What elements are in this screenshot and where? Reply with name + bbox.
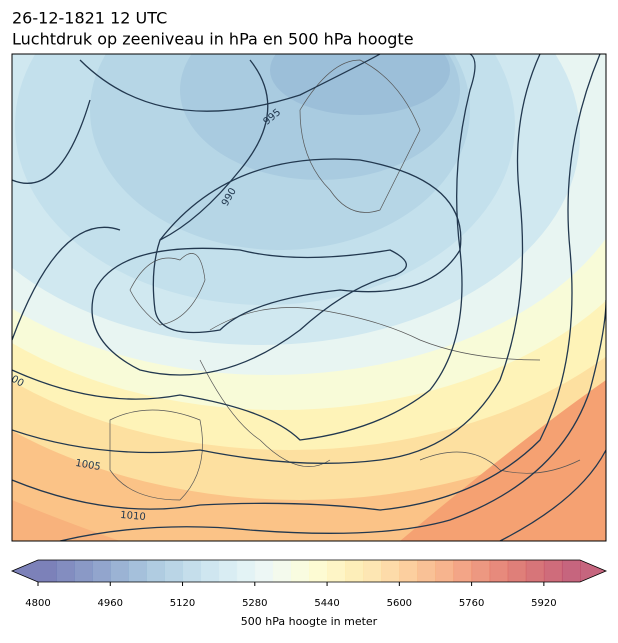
colorbar-segment [309,560,328,582]
title-date: 26-12-1821 12 UTC [12,9,167,28]
contour-label: 1005 [74,458,101,473]
colorbar-label: 500 hPa hoogte in meter [241,615,378,628]
colorbar-segment [561,560,581,582]
colorbar-segment [146,560,165,582]
colorbar-tick-label: 5600 [387,598,412,609]
colorbar-segment [453,560,473,582]
colorbar-tick-label: 4960 [98,598,123,609]
colorbar-segment [381,560,400,582]
colorbar-segment [489,560,509,582]
colorbar-segment [327,560,346,582]
contour-label: 1010 [120,510,146,523]
colorbar-segment [272,560,292,582]
colorbar-segment [74,560,93,582]
colorbar-tick-label: 4800 [25,598,50,609]
title: Luchtdruk op zeeniveau in hPa en 500 hPa… [12,30,414,49]
colorbar-segment [92,560,111,582]
colorbar-tick-label: 5760 [459,598,484,609]
colorbar-tick-label: 5120 [170,598,195,609]
colorbar-segment [182,560,202,582]
colorbar-extend-high [580,560,606,582]
colorbar-segment [218,560,238,582]
colorbar-segment [200,560,220,582]
colorbar-tick-label: 5440 [314,598,339,609]
colorbar-segment [507,560,527,582]
colorbar-segment [525,560,545,582]
colorbar-segment [417,560,436,582]
colorbar-segment [56,560,75,582]
colorbar-segment [435,560,455,582]
map: 995 990 1000 1005 1010 [12,54,606,541]
colorbar-extend-low [12,560,38,582]
colorbar-segment [363,560,382,582]
colorbar-segment [110,560,129,582]
colorbar-segment [254,560,274,582]
colorbar-segment [399,560,418,582]
colorbar-segment [543,560,563,582]
map-frame [11,53,607,542]
colorbar-segment [38,560,57,582]
colorbar: 4800 4960 5120 5280 5440 5600 5760 5920 [10,559,608,609]
colorbar-segment [236,560,256,582]
colorbar-segment [128,560,147,582]
colorbar-segment [345,560,364,582]
colorbar-tick-label: 5280 [242,598,267,609]
colorbar-segment [164,560,184,582]
colorbar-segment [290,560,310,582]
colorbar-tick-label: 5920 [531,598,556,609]
colorbar-segment [471,560,491,582]
